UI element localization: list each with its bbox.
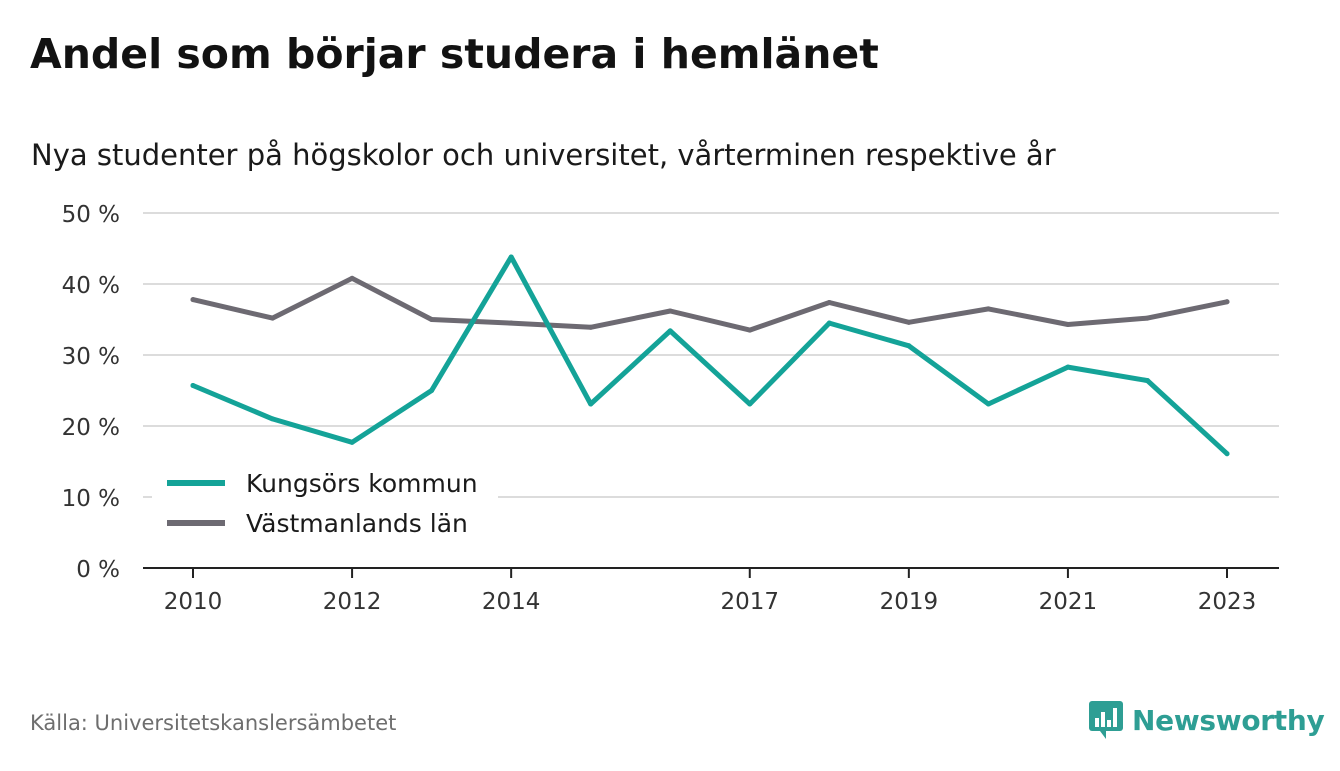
series-line-vastmanland — [190, 275, 1230, 333]
legend-background — [152, 460, 498, 548]
x-tick-label: 2021 — [1039, 589, 1098, 615]
data-point — [349, 439, 355, 445]
data-point — [429, 388, 435, 393]
brand-name: Newsworthy — [1132, 703, 1325, 737]
data-point — [985, 306, 991, 312]
data-series — [190, 254, 1230, 457]
data-point — [906, 343, 912, 349]
data-point — [1144, 315, 1150, 321]
data-point — [508, 254, 514, 260]
data-point — [190, 383, 196, 389]
data-point — [985, 401, 991, 407]
data-point — [667, 308, 673, 314]
y-tick-label: 20 % — [62, 415, 120, 441]
line-chart: 0 % 10 % 20 % 30 % 40 % 50 % 2010 2012 2014 2017… — [62, 202, 1279, 615]
grid-lines — [143, 212, 1279, 498]
data-point — [747, 401, 753, 407]
brand[interactable]: Newsworthy — [1088, 698, 1325, 742]
x-tick-label: 2019 — [880, 589, 939, 615]
data-point — [906, 319, 912, 325]
y-tick-label: 30 % — [62, 344, 120, 370]
chart-title: Andel som börjar studera i hemlänet — [30, 30, 879, 78]
data-point — [667, 328, 673, 334]
data-point — [747, 327, 753, 333]
x-tick-label: 2014 — [482, 589, 541, 615]
data-point — [826, 320, 832, 326]
newsworthy-logo-icon — [1089, 701, 1123, 739]
data-point — [429, 317, 435, 322]
legend-label: Kungsörs kommun — [246, 469, 478, 498]
x-axis: 2010 2012 2014 2017 2019 2021 2023 — [143, 567, 1279, 615]
chart-subtitle: Nya studenter på högskolor och universit… — [31, 138, 1056, 172]
data-point — [270, 315, 276, 321]
data-point — [1224, 451, 1230, 457]
y-tick-label: 40 % — [62, 273, 120, 299]
y-tick-label: 10 % — [62, 486, 120, 512]
data-point — [1144, 378, 1150, 384]
data-point — [588, 324, 594, 330]
x-tick-label: 2012 — [323, 589, 382, 615]
data-point — [190, 297, 196, 303]
data-point — [1065, 321, 1071, 327]
data-point — [826, 299, 832, 305]
y-tick-label: 0 % — [76, 557, 120, 583]
data-point — [1224, 299, 1230, 305]
data-point — [270, 416, 276, 422]
source-note: Källa: Universitetskanslersämbetet — [30, 711, 397, 735]
data-point — [588, 401, 594, 407]
data-point — [1065, 364, 1071, 370]
y-axis-tick-labels: 0 % 10 % 20 % 30 % 40 % 50 % — [62, 202, 120, 583]
data-point — [508, 320, 514, 326]
x-tick-label: 2023 — [1198, 589, 1257, 615]
x-tick-label: 2017 — [720, 589, 779, 615]
y-tick-label: 50 % — [62, 202, 120, 228]
legend: Kungsörs kommun Västmanlands län — [152, 460, 498, 548]
series-line-kungsor — [190, 254, 1230, 457]
x-tick-label: 2010 — [164, 589, 223, 615]
legend-label: Västmanlands län — [246, 509, 468, 538]
data-point — [349, 275, 355, 281]
